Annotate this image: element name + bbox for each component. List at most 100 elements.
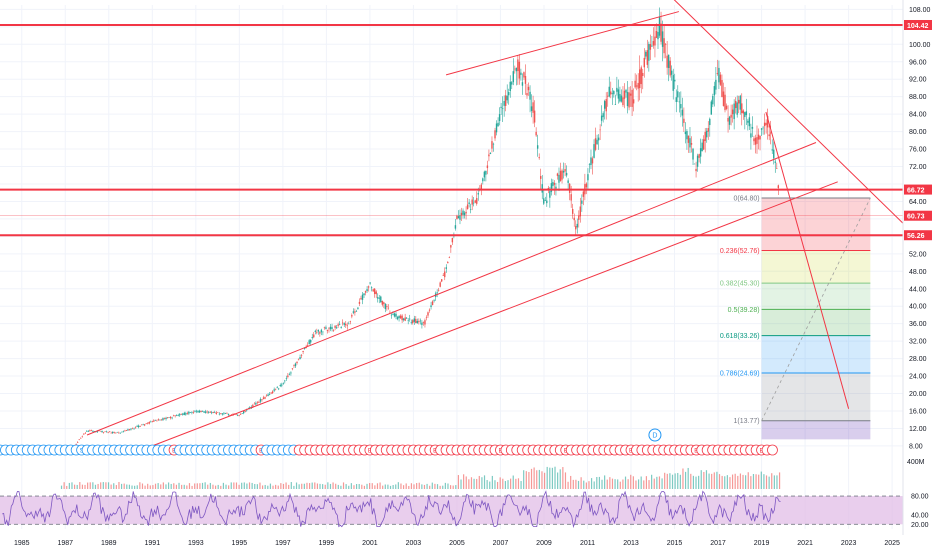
candle-body bbox=[405, 317, 408, 319]
candle-body bbox=[707, 128, 709, 132]
price-tick-label: 92.00 bbox=[909, 77, 927, 84]
volume-bar bbox=[379, 482, 381, 489]
candle-body bbox=[105, 431, 108, 433]
fib-level-label: 0.5(39.28) bbox=[728, 307, 760, 314]
candle-body bbox=[578, 215, 580, 220]
volume-bar bbox=[619, 481, 621, 489]
volume-bar bbox=[692, 475, 695, 489]
candle-body bbox=[549, 191, 551, 198]
candle-body bbox=[424, 320, 426, 325]
candle-body bbox=[536, 145, 539, 149]
candle-body bbox=[503, 101, 505, 106]
candle-body bbox=[361, 294, 364, 300]
volume-bar bbox=[627, 479, 629, 489]
candle-body bbox=[265, 394, 268, 396]
candle-body bbox=[159, 419, 161, 421]
candle-body bbox=[311, 337, 313, 338]
candle-body bbox=[169, 416, 172, 419]
candle-body bbox=[264, 397, 266, 399]
candle-body bbox=[345, 323, 347, 326]
volume-bar bbox=[397, 482, 399, 489]
candle-body bbox=[437, 289, 440, 291]
price-tick-label: 44.00 bbox=[909, 286, 927, 293]
volume-bar bbox=[355, 484, 358, 489]
candle-body bbox=[174, 415, 176, 417]
candle-body bbox=[386, 306, 388, 308]
volume-bar bbox=[421, 484, 423, 489]
candle-body bbox=[672, 75, 674, 91]
fib-zone bbox=[761, 335, 871, 374]
candle-body bbox=[80, 437, 82, 439]
candle-body bbox=[710, 101, 713, 115]
volume-bar bbox=[648, 480, 650, 489]
volume-bar bbox=[160, 484, 162, 489]
candle-body bbox=[342, 322, 344, 324]
candle-body bbox=[715, 79, 717, 90]
volume-bar bbox=[290, 482, 292, 489]
volume-bar bbox=[66, 485, 68, 489]
volume-bar bbox=[656, 476, 658, 489]
event-markers: S E E E E E E E E E D bbox=[0, 428, 778, 456]
volume-bar bbox=[191, 485, 193, 489]
event-marker bbox=[767, 444, 778, 456]
volume-bar bbox=[376, 483, 379, 489]
price-tag-bg bbox=[904, 184, 932, 195]
candle-body bbox=[204, 411, 207, 413]
price-tick-label: 48.00 bbox=[909, 269, 927, 276]
volume-bar bbox=[478, 475, 480, 489]
candle-body bbox=[166, 417, 169, 419]
volume-bar bbox=[572, 479, 574, 489]
candle-body bbox=[93, 431, 96, 432]
candle-body bbox=[153, 420, 155, 422]
volume-bar bbox=[81, 484, 84, 489]
candle-body bbox=[372, 289, 374, 292]
candle-body bbox=[766, 116, 769, 128]
volume-bar bbox=[382, 485, 384, 489]
volume-bar bbox=[468, 479, 470, 489]
volume-bar bbox=[658, 476, 661, 489]
volume-bar bbox=[173, 483, 175, 489]
candle-body bbox=[206, 411, 208, 413]
volume-bar bbox=[671, 474, 674, 489]
price-tag-bg bbox=[904, 19, 932, 30]
price-tick-label: 88.00 bbox=[909, 94, 927, 101]
candle-body bbox=[552, 182, 554, 187]
price-tick-label: 108.00 bbox=[909, 7, 931, 14]
volume-bar bbox=[747, 472, 749, 489]
candle-body bbox=[244, 411, 246, 412]
volume-bar bbox=[483, 475, 486, 489]
candle-body bbox=[462, 210, 464, 215]
volume-bar bbox=[737, 475, 739, 489]
price-tick-label: 28.00 bbox=[909, 356, 927, 363]
candle-body bbox=[477, 193, 479, 195]
date-tick-label: 1993 bbox=[188, 540, 204, 547]
fib-zone-extension bbox=[761, 420, 871, 440]
candle-body bbox=[555, 186, 557, 189]
candle-body bbox=[634, 80, 636, 88]
candle-body bbox=[741, 103, 743, 114]
candle-body bbox=[739, 95, 741, 110]
candle-body bbox=[517, 59, 519, 72]
candle-body bbox=[623, 90, 626, 99]
candle-body bbox=[198, 410, 201, 413]
date-tick-label: 2025 bbox=[884, 540, 900, 547]
candle-body bbox=[402, 318, 405, 321]
volume-bar bbox=[447, 483, 449, 489]
date-tick-label: 1989 bbox=[101, 540, 117, 547]
horizontal-levels: 104.42 66.72 56.26 60.73 bbox=[0, 19, 932, 241]
candle-body bbox=[363, 293, 365, 296]
volume-bar bbox=[455, 485, 457, 489]
candle-body bbox=[200, 410, 202, 412]
volume-bar bbox=[632, 476, 634, 489]
candle-body bbox=[547, 187, 550, 190]
candle-body bbox=[273, 389, 275, 391]
volume-bar bbox=[207, 484, 209, 489]
candle-body bbox=[410, 322, 412, 323]
candle-body bbox=[471, 199, 473, 205]
volume-bar bbox=[345, 484, 347, 489]
candle-body bbox=[270, 392, 272, 394]
volume-bar bbox=[533, 467, 535, 489]
candle-body bbox=[148, 422, 150, 424]
